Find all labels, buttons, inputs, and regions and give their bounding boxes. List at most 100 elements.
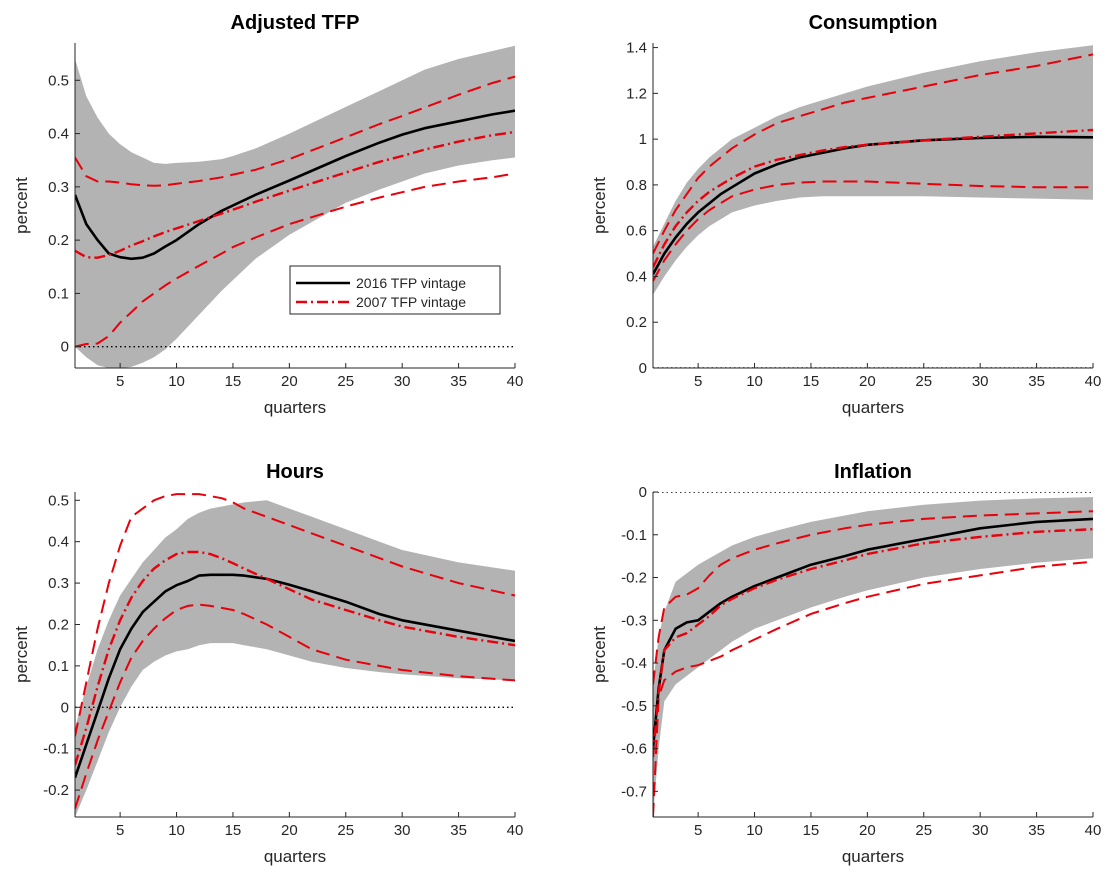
series-line-2016-vintage [75, 573, 515, 779]
panels: 5 10 15 20 25 30 35 4000.10.20.30.40.5Adjusted … [12, 12, 1101, 866]
y-tick-label: 1.2 [626, 85, 647, 102]
series-line-2007-lower-band [653, 180, 1093, 282]
y-tick-label: 0.6 [626, 223, 647, 240]
y-tick-label: -0.3 [621, 612, 647, 629]
x-tick-label: 15 [803, 822, 820, 839]
y-tick-label: 0 [639, 484, 647, 501]
y-tick-label: 0.3 [48, 575, 69, 592]
series-line-2007-vintage [75, 550, 515, 766]
y-tick-label: 0.4 [48, 126, 69, 143]
x-axis-label: quarters [264, 847, 326, 866]
y-tick-label: 0 [61, 699, 69, 716]
x-tick-label: 15 [225, 373, 242, 390]
legend: 2016 TFP vintage 2007 TFP vintage [289, 265, 501, 315]
plot-area [653, 45, 1093, 368]
x-tick-label: 10 [168, 373, 185, 390]
x-tick-label: 40 [1085, 373, 1102, 390]
x-tick-label: 35 [450, 373, 467, 390]
series-line-2016-vintage [653, 517, 1093, 749]
x-tick-label: 25 [915, 373, 932, 390]
panel-4: 5 10 15 20 25 30 35 40 -0.7 -0.6 -0.5 -0.4 -0.3 -0.2 -… [590, 461, 1101, 866]
y-tick-label: 0.3 [48, 179, 69, 196]
x-tick-label: 10 [168, 822, 185, 839]
x-tick-label: 30 [972, 373, 989, 390]
x-tick-label: 5 [694, 822, 702, 839]
y-tick-label: 0.8 [626, 177, 647, 194]
x-tick-label: 5 [116, 822, 124, 839]
y-tick-label: 0.4 [48, 534, 69, 551]
legend-label-2007: 2007 TFP vintage [356, 294, 466, 310]
confidence-band [653, 45, 1093, 295]
x-tick-label: 40 [507, 373, 524, 390]
confidence-band [653, 497, 1093, 817]
y-tick-label: 0 [61, 339, 69, 356]
series-line-2007-vintage [653, 528, 1093, 758]
plot-area [653, 492, 1093, 817]
y-tick-label: 0.5 [48, 72, 69, 89]
x-axis-label: quarters [842, 847, 904, 866]
y-tick-label: 0.1 [48, 658, 69, 675]
x-tick-label: 5 [116, 373, 124, 390]
y-tick-label: 0.4 [626, 268, 647, 285]
y-tick-label: -0.5 [621, 698, 647, 715]
y-tick-label: -0.4 [621, 655, 647, 672]
panel-2: 5 10 15 20 25 30 35 40 0 0.2 0.4 0.6 0.8 1 1.2 1.4 Consu… [590, 12, 1101, 417]
x-tick-label: 30 [394, 373, 411, 390]
y-tick-label: -0.1 [621, 527, 647, 544]
plot-area [75, 45, 515, 368]
x-tick-label: 25 [337, 373, 354, 390]
y-axis-label: percent [590, 177, 609, 234]
y-tick-label: 0.2 [626, 314, 647, 331]
y-tick-label: 0.2 [48, 616, 69, 633]
y-tick-label: -0.2 [43, 782, 69, 799]
y-axis-label: percent [590, 626, 609, 683]
y-tick-label: -0.2 [621, 570, 647, 587]
y-tick-label: 0.5 [48, 492, 69, 509]
panel-title: Hours [266, 461, 324, 483]
x-tick-label: 15 [803, 373, 820, 390]
x-tick-label: 35 [1028, 822, 1045, 839]
plot-area [75, 493, 515, 817]
legend-box [289, 265, 501, 315]
panel-title: Consumption [809, 12, 938, 34]
panel-title: Inflation [834, 461, 912, 483]
x-tick-label: 5 [694, 373, 702, 390]
y-tick-label: 1.4 [626, 40, 647, 57]
legend-label-2016: 2016 TFP vintage [356, 275, 466, 291]
x-tick-label: 35 [1028, 373, 1045, 390]
series-line-2007-lower-band [75, 603, 515, 810]
y-tick-label: 0.2 [48, 232, 69, 249]
series-line-2016-vintage [75, 109, 515, 261]
confidence-band [75, 500, 515, 817]
y-tick-label: -0.7 [621, 783, 647, 800]
series-line-2016-vintage [653, 135, 1093, 275]
x-tick-label: 10 [746, 373, 763, 390]
series-line-2007-upper-band [75, 75, 515, 187]
y-tick-label: -0.6 [621, 741, 647, 758]
x-tick-label: 35 [450, 822, 467, 839]
y-tick-label: 0.1 [48, 285, 69, 302]
x-axis-label: quarters [264, 398, 326, 417]
series-line-2007-lower-band [75, 172, 515, 348]
x-tick-label: 25 [337, 822, 354, 839]
y-tick-label: 0 [639, 360, 647, 377]
x-tick-label: 20 [859, 822, 876, 839]
series-line-2007-vintage [75, 130, 515, 259]
x-tick-label: 30 [394, 822, 411, 839]
series-line-2007-upper-band [653, 53, 1093, 255]
panel-1: 5 10 15 20 25 30 35 40 0 0.1 0.2 0.3 0.4 0.5 Adjusted … [12, 12, 523, 417]
panel-3: 5 10 15 20 25 30 35 40 -0.2 -0.1 0 0.1 0.2 0.3 0.4 0.5 H… [12, 461, 523, 866]
confidence-band [75, 45, 515, 368]
x-tick-label: 20 [859, 373, 876, 390]
x-axis-label: quarters [842, 398, 904, 417]
y-axis-label: percent [12, 626, 31, 683]
y-tick-label: 1 [639, 131, 647, 148]
series-line-2007-lower-band [653, 560, 1093, 817]
x-tick-label: 15 [225, 822, 242, 839]
x-tick-label: 25 [915, 822, 932, 839]
x-tick-label: 40 [1085, 822, 1102, 839]
x-tick-label: 30 [972, 822, 989, 839]
x-tick-label: 20 [281, 373, 298, 390]
x-tick-label: 40 [507, 822, 524, 839]
